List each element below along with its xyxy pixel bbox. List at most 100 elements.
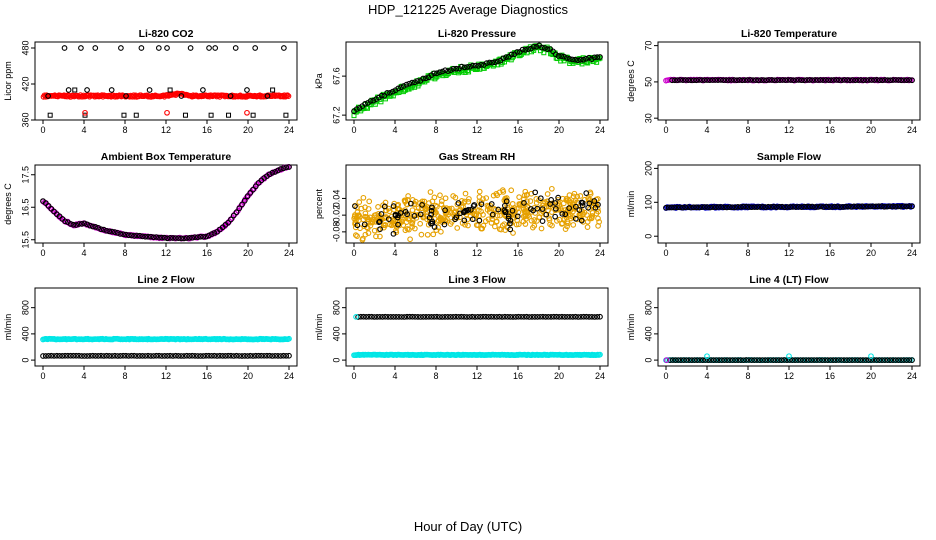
x-tick-label: 24 xyxy=(907,125,917,135)
series-0 xyxy=(40,90,292,100)
data-point xyxy=(460,209,467,216)
data-point xyxy=(241,353,248,359)
data-point xyxy=(150,234,157,241)
data-point xyxy=(394,214,401,221)
data-point xyxy=(725,77,732,83)
data-point xyxy=(787,77,794,83)
data-point xyxy=(62,218,68,225)
data-point xyxy=(98,352,104,359)
data-point xyxy=(423,75,429,82)
data-point xyxy=(390,314,397,320)
data-point xyxy=(447,67,454,73)
data-point xyxy=(785,77,791,83)
data-point xyxy=(572,203,579,210)
data-point xyxy=(123,93,129,99)
x-tick-label: 16 xyxy=(513,248,523,258)
data-point xyxy=(114,353,121,359)
data-point xyxy=(503,198,510,205)
data-point xyxy=(183,235,190,241)
data-point xyxy=(438,228,444,235)
data-point xyxy=(377,233,383,240)
panel-line2: Line 2 Flow ml/min 0 4 8 12 16 20 24 0 400 800 xyxy=(3,274,298,381)
x-tick-label: 8 xyxy=(122,248,127,258)
data-point xyxy=(496,226,503,232)
data-point xyxy=(555,196,561,203)
data-point xyxy=(570,208,576,215)
data-point xyxy=(887,77,894,84)
data-point xyxy=(194,234,201,241)
data-point xyxy=(892,357,899,363)
data-point xyxy=(200,87,206,93)
data-point xyxy=(744,77,751,83)
data-point xyxy=(398,84,404,91)
data-point xyxy=(866,77,872,83)
data-point xyxy=(360,235,366,242)
data-point xyxy=(277,353,284,359)
data-point xyxy=(409,207,416,214)
data-point xyxy=(754,204,761,211)
data-point xyxy=(836,77,843,83)
data-point xyxy=(735,357,741,363)
data-point xyxy=(542,314,549,320)
data-point xyxy=(447,313,454,320)
data-point xyxy=(830,357,837,363)
data-point xyxy=(368,313,375,320)
data-point xyxy=(131,233,138,239)
data-point xyxy=(541,45,548,51)
data-point xyxy=(269,353,276,359)
data-point xyxy=(78,221,85,227)
y-axis-label: Licor ppm xyxy=(3,61,13,101)
data-point xyxy=(461,208,468,215)
data-point xyxy=(128,352,135,359)
data-point xyxy=(751,357,758,364)
data-point xyxy=(414,208,420,215)
data-point xyxy=(811,357,818,363)
data-point xyxy=(378,211,385,217)
data-point xyxy=(569,314,576,320)
series-2 xyxy=(704,353,874,360)
data-point xyxy=(109,353,115,359)
data-point xyxy=(552,200,559,206)
y-tick-label: 67.6 xyxy=(331,67,341,85)
data-point xyxy=(366,198,373,205)
data-point xyxy=(784,204,791,210)
y-tick-label: 70 xyxy=(643,41,653,51)
data-point xyxy=(139,353,146,359)
data-point xyxy=(559,210,566,217)
data-point xyxy=(475,63,482,69)
x-tick-label: 12 xyxy=(161,371,171,381)
data-point xyxy=(244,87,250,93)
y-tick-label: 0 xyxy=(331,358,341,363)
data-point xyxy=(847,77,853,84)
data-point xyxy=(561,53,567,60)
data-point xyxy=(721,204,727,211)
data-point xyxy=(53,352,60,359)
y-tick-label: 0 xyxy=(20,358,30,363)
y-axis-label: ml/min xyxy=(314,314,324,341)
data-point xyxy=(236,205,243,212)
data-point xyxy=(575,57,581,64)
data-point xyxy=(411,201,418,208)
data-point xyxy=(414,78,421,84)
series-2 xyxy=(353,313,359,320)
data-point xyxy=(844,77,851,83)
data-point xyxy=(441,221,448,228)
data-point xyxy=(572,56,578,63)
data-point xyxy=(822,357,828,363)
data-point xyxy=(571,190,578,197)
data-point xyxy=(367,98,374,104)
data-point xyxy=(867,203,874,210)
data-point xyxy=(277,166,284,172)
data-point xyxy=(841,77,848,83)
data-point xyxy=(417,314,424,320)
data-point xyxy=(493,314,500,320)
y-tick-label: 100 xyxy=(643,195,653,210)
data-point xyxy=(442,67,449,74)
data-point xyxy=(445,211,452,218)
data-point xyxy=(704,204,711,210)
data-point xyxy=(428,207,435,214)
data-point xyxy=(814,357,820,363)
data-point xyxy=(458,63,465,70)
data-point xyxy=(531,314,538,320)
data-point xyxy=(409,313,416,320)
